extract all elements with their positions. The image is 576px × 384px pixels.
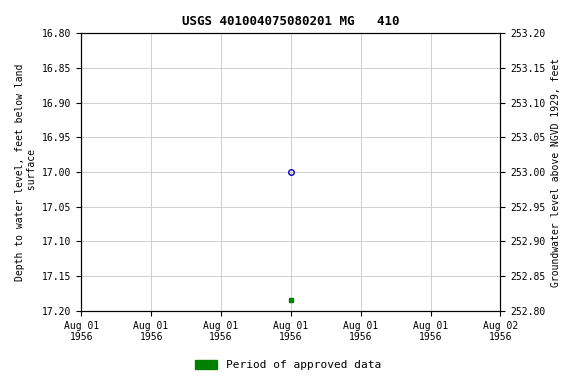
Y-axis label: Groundwater level above NGVD 1929, feet: Groundwater level above NGVD 1929, feet xyxy=(551,58,561,286)
Legend: Period of approved data: Period of approved data xyxy=(191,355,385,375)
Y-axis label: Depth to water level, feet below land
 surface: Depth to water level, feet below land su… xyxy=(15,63,37,281)
Title: USGS 401004075080201 MG   410: USGS 401004075080201 MG 410 xyxy=(182,15,400,28)
